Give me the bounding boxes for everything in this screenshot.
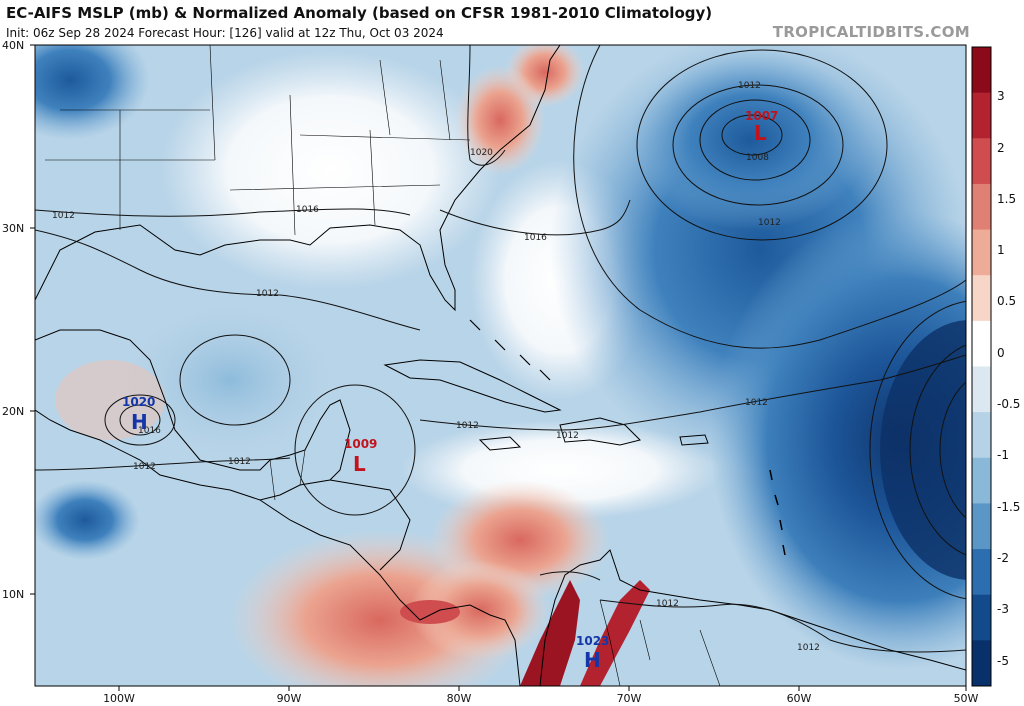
low-center-north-atlantic: 1007 L <box>745 109 778 145</box>
lat-label-40n: 40N <box>2 39 24 52</box>
high-center-colombia: 1023 H <box>576 634 609 672</box>
colorbar-labels: 3 2 1.5 1 0.5 0 -0.5 -1 -1.5 -2 -3 -5 <box>997 89 1020 668</box>
high-letter: H <box>584 648 601 672</box>
anomaly-shading <box>35 45 966 686</box>
colorbar-swatch <box>972 275 991 322</box>
colorbar-label: -5 <box>997 654 1009 668</box>
high-value: 1023 <box>576 634 609 648</box>
colorbar-label: 0.5 <box>997 294 1016 308</box>
isobar-label: 1012 <box>797 643 820 653</box>
coastlines <box>35 45 966 686</box>
isobar-label: 1012 <box>456 421 479 431</box>
isobar-label: 1020 <box>470 148 493 158</box>
isobar-label: 1016 <box>138 426 161 436</box>
isobar-label: 1012 <box>133 462 156 472</box>
high-value: 1020 <box>122 395 155 409</box>
colorbar-swatch <box>972 47 991 94</box>
lon-label-70w: 70W <box>617 692 642 705</box>
colorbar-label: 1 <box>997 243 1005 257</box>
colorbar <box>971 46 992 687</box>
isobar-label: 1016 <box>524 233 547 243</box>
lon-label-90w: 90W <box>277 692 302 705</box>
colorbar-label: 3 <box>997 89 1005 103</box>
colorbar-label: 1.5 <box>997 192 1016 206</box>
low-center-caribbean: 1009 L <box>344 437 377 476</box>
colorbar-swatch <box>972 457 991 504</box>
brand-watermark: TROPICALTIDBITS.COM <box>772 23 970 41</box>
colorbar-label: 2 <box>997 141 1005 155</box>
lon-label-60w: 60W <box>787 692 812 705</box>
latitude-axis: 40N 30N 20N 10N <box>2 39 35 601</box>
isobar-label: 1012 <box>556 431 579 441</box>
low-value: 1009 <box>344 437 377 451</box>
isobar-label: 1012 <box>758 218 781 228</box>
colorbar-label: 0 <box>997 346 1005 360</box>
colorbar-swatch <box>972 366 991 413</box>
colorbar-swatch <box>972 594 991 641</box>
map-title: EC-AIFS MSLP (mb) & Normalized Anomaly (… <box>6 4 713 22</box>
colorbar-swatch <box>972 503 991 550</box>
isobar-label: 1016 <box>296 205 319 215</box>
colorbar-label: -0.5 <box>997 397 1020 411</box>
isobar-labels: 1012 1016 1020 1008 1012 1016 1012 1012 … <box>52 81 820 653</box>
isobar-label: 1008 <box>746 153 769 163</box>
lon-label-100w: 100W <box>103 692 135 705</box>
colorbar-swatch <box>972 412 991 459</box>
low-letter: L <box>353 452 366 476</box>
colorbar-swatch <box>972 640 991 687</box>
pressure-centers: 1007 L 1009 L 1020 H 1023 H <box>122 109 778 672</box>
map-frame <box>34 44 967 687</box>
lat-label-20n: 20N <box>2 405 24 418</box>
colorbar-swatch <box>972 92 991 139</box>
isobar-label: 1012 <box>738 81 761 91</box>
lat-label-30n: 30N <box>2 222 24 235</box>
colorbar-swatch <box>972 549 991 596</box>
colorbar-swatch <box>972 138 991 185</box>
low-letter: L <box>754 121 767 145</box>
isobar-label: 1012 <box>656 599 679 609</box>
colorbar-label: -1 <box>997 448 1009 462</box>
isobar-label: 1012 <box>228 457 251 467</box>
lon-label-50w: 50W <box>954 692 979 705</box>
colorbar-swatch <box>972 183 991 231</box>
longitude-axis: 100W 90W 80W 70W 60W 50W <box>103 686 979 705</box>
low-value: 1007 <box>745 109 778 123</box>
isobar-lines <box>35 45 966 653</box>
lon-label-80w: 80W <box>447 692 472 705</box>
map-subtitle: Init: 06z Sep 28 2024 Forecast Hour: [12… <box>6 26 444 40</box>
colorbar-label: -3 <box>997 602 1009 616</box>
lat-label-10n: 10N <box>2 588 24 601</box>
isobar-label: 1012 <box>256 289 279 299</box>
colorbar-label: -2 <box>997 551 1009 565</box>
colorbar-swatch <box>972 320 991 367</box>
high-letter: H <box>131 410 148 434</box>
high-center-mexico: 1020 H <box>122 395 155 434</box>
isobar-label: 1012 <box>52 211 75 221</box>
colorbar-label: -1.5 <box>997 500 1020 514</box>
colorbar-swatch <box>972 229 991 276</box>
isobar-label: 1012 <box>745 398 768 408</box>
colorbar-frame <box>971 46 992 687</box>
